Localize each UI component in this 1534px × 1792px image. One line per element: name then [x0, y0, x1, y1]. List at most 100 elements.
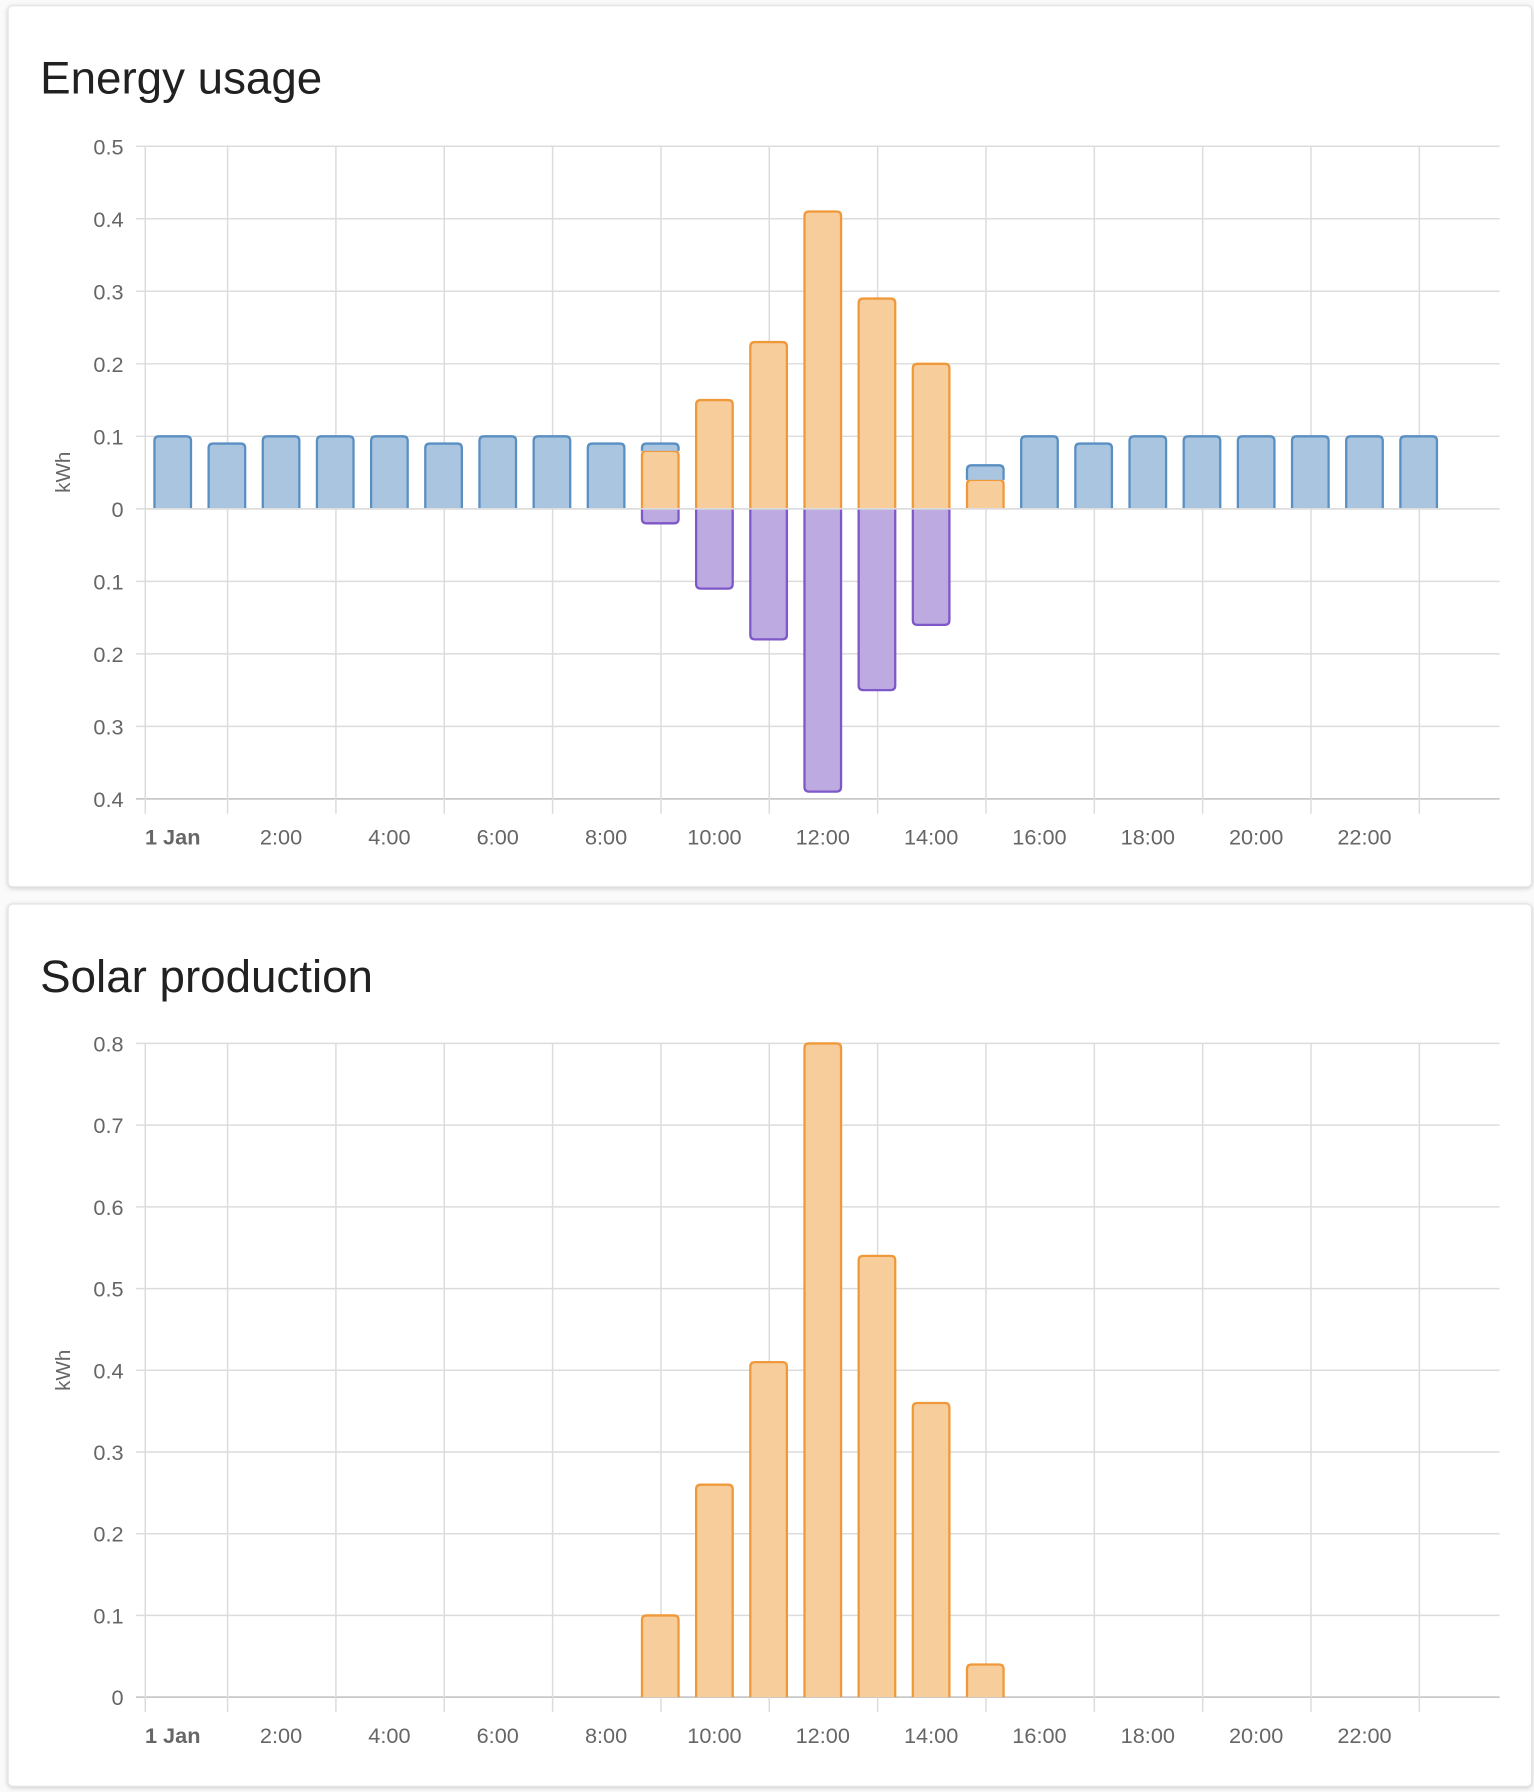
x-tick-label: 18:00 [1121, 825, 1175, 850]
x-tick-label: 12:00 [796, 1723, 850, 1748]
bar-outline [640, 442, 680, 451]
energy-usage-card: Energy usage 0.50.40.30.20.100.10.20.30.… [7, 5, 1533, 888]
bar-outline [153, 435, 193, 509]
bar [803, 210, 843, 509]
bar-fill [696, 1484, 733, 1698]
y-tick-label: 0.1 [93, 424, 123, 449]
solar-production-chart: 0.8 0.7 0.6 0.5 0.4 0.3 0.2 0.1 0 1 Jan 2:00 4:00 6:… [52, 1031, 1500, 1748]
bar-outline [749, 508, 789, 641]
bar-fill [967, 1664, 1004, 1698]
y-tick-label: 0.5 [93, 134, 123, 159]
bar [640, 442, 680, 451]
bar-fill [641, 1615, 679, 1698]
bar [694, 508, 734, 590]
bar-fill [641, 508, 679, 524]
bar [911, 1401, 951, 1698]
bar-fill [641, 450, 679, 509]
x-tick-label: 1 Jan [145, 825, 201, 850]
bar [1399, 435, 1439, 509]
bar [153, 435, 193, 509]
y-tick-label: 0.3 [93, 279, 123, 304]
y-tick-label: 0.5 [93, 1277, 123, 1302]
bar-outline [261, 435, 301, 509]
x-tick-label: 2:00 [260, 825, 302, 850]
x-tick-label: 4:00 [368, 825, 410, 850]
bar [1236, 435, 1276, 509]
bar-outline [911, 362, 951, 509]
bar-outline [640, 508, 680, 525]
x-tick-label: 6:00 [477, 1723, 519, 1748]
bar-fill [912, 508, 950, 625]
bar-fill [750, 1362, 787, 1698]
y-tick-label: 0.1 [93, 569, 123, 594]
bar-fill [1129, 436, 1167, 509]
bar-fill [858, 298, 896, 509]
y-tick-label: 0.6 [93, 1195, 123, 1220]
bar-fill [587, 443, 625, 509]
x-tick-label: 18:00 [1121, 1723, 1175, 1748]
bar-outline [369, 435, 409, 509]
bar [1290, 435, 1330, 509]
bar [857, 508, 897, 692]
x-tick-label: 20:00 [1229, 1723, 1283, 1748]
bar-fill [912, 363, 950, 509]
bar [207, 442, 247, 509]
bar [694, 398, 734, 509]
x-tick-label: 22:00 [1337, 825, 1391, 850]
bar-outline [911, 508, 951, 626]
bar [857, 1254, 897, 1698]
bar-fill [316, 436, 354, 509]
card-title: Solar production [40, 951, 373, 1002]
y-tick-label: 0.4 [93, 787, 123, 812]
y-axis-label: kWh [52, 452, 75, 493]
bar-fill [1075, 443, 1112, 509]
bar-outline [965, 464, 1005, 480]
bar [749, 340, 789, 509]
bar [640, 1614, 680, 1698]
y-tick-label: 0.3 [93, 714, 123, 739]
bar-fill [371, 436, 408, 509]
x-tick-label: 16:00 [1012, 825, 1066, 850]
bar-fill [967, 465, 1004, 480]
bar-fill [208, 443, 246, 509]
x-tick-label: 8:00 [585, 825, 627, 850]
bar [261, 435, 301, 509]
x-tick-label: 16:00 [1012, 1723, 1066, 1748]
x-tick-label: 10:00 [687, 1723, 741, 1748]
bar-fill [533, 436, 571, 509]
bar-outline [207, 442, 247, 509]
bar-fill [804, 508, 842, 792]
x-tick-label: 1 Jan [145, 1723, 201, 1748]
bar-fill [262, 436, 300, 509]
bar [532, 435, 572, 509]
energy-usage-chart: 0.5 0.4 0.3 0.2 0.1 0 0.1 0.2 0.3 0.4 1 Jan 2:00 4:0… [52, 134, 1500, 850]
x-tick-label: 6:00 [477, 825, 519, 850]
bar [965, 478, 1005, 509]
bar-outline [586, 442, 626, 509]
bar-outline [803, 1042, 843, 1698]
bar-outline [532, 435, 572, 509]
bar-outline [1345, 435, 1384, 509]
bar [586, 442, 626, 509]
bar-fill [479, 436, 517, 509]
bar [911, 362, 951, 509]
bar-outline [1020, 435, 1059, 509]
bar-outline [640, 449, 680, 509]
bar-outline [478, 435, 518, 509]
bar-outline [911, 1401, 951, 1698]
bar-fill [750, 508, 787, 640]
bar [694, 1483, 734, 1698]
bar-outline [857, 508, 897, 692]
bar [803, 508, 843, 793]
bar-fill [696, 508, 733, 589]
y-tick-label: 0.3 [93, 1440, 123, 1465]
bar-outline [857, 1254, 897, 1698]
bar-fill [1183, 436, 1221, 509]
bar [1074, 442, 1114, 509]
bar [965, 1663, 1005, 1698]
bar-outline [1399, 435, 1439, 509]
y-tick-label: 0.2 [93, 352, 123, 377]
card-title: Energy usage [40, 53, 322, 104]
bar-outline [1182, 435, 1222, 509]
